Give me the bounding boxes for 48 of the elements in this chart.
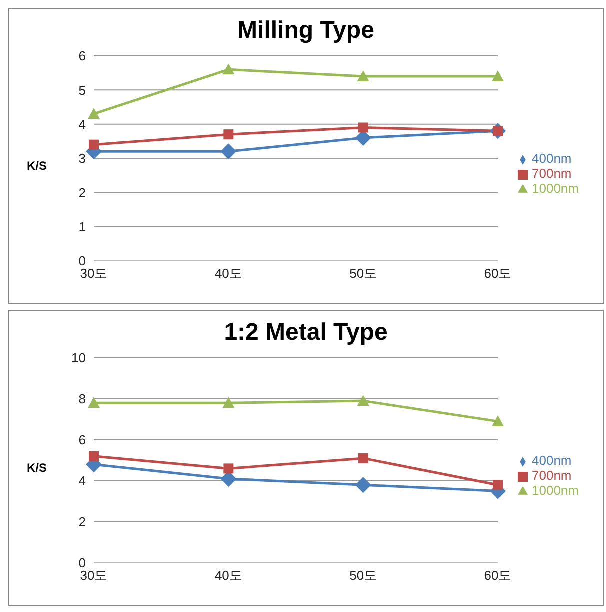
y-tick-label: 6 bbox=[78, 432, 86, 448]
legend-label: 400nm bbox=[532, 453, 572, 468]
y-tick-label: 5 bbox=[78, 82, 86, 98]
point bbox=[355, 477, 372, 494]
point bbox=[222, 397, 235, 408]
point bbox=[492, 70, 504, 82]
legend-label: 1000nm bbox=[532, 181, 579, 196]
point bbox=[358, 122, 368, 133]
point bbox=[224, 464, 234, 474]
legend-label: 1000nm bbox=[532, 483, 579, 498]
x-tick-label: 30도 bbox=[80, 568, 108, 584]
y-axis-title: K/S bbox=[27, 461, 48, 475]
y-tick-label: 4 bbox=[78, 116, 86, 132]
point bbox=[222, 64, 235, 75]
point bbox=[358, 453, 368, 464]
x-tick-label: 60도 bbox=[484, 266, 512, 282]
legend-label: 700nm bbox=[532, 166, 572, 181]
x-tick-label: 40도 bbox=[214, 266, 242, 282]
y-tick-label: 2 bbox=[78, 514, 86, 530]
chart-title: 1:2 Metal Type bbox=[224, 319, 388, 346]
legend-label: 700nm bbox=[532, 468, 572, 483]
point bbox=[89, 140, 99, 150]
point bbox=[220, 144, 237, 160]
point bbox=[357, 70, 370, 82]
y-tick-label: 10 bbox=[72, 350, 86, 366]
y-tick-label: 4 bbox=[78, 474, 86, 489]
chart-title: Milling Type bbox=[238, 17, 374, 44]
point bbox=[357, 395, 370, 406]
y-tick-label: 2 bbox=[78, 185, 86, 200]
x-tick-label: 60도 bbox=[484, 568, 512, 584]
y-axis-title: K/S bbox=[27, 159, 48, 173]
x-tick-label: 30도 bbox=[80, 266, 108, 282]
y-tick-label: 0 bbox=[78, 556, 86, 571]
y-tick-label: 6 bbox=[78, 48, 86, 64]
y-tick-label: 1 bbox=[78, 219, 86, 234]
y-tick-label: 0 bbox=[78, 254, 86, 269]
x-tick-label: 50도 bbox=[350, 266, 378, 282]
point bbox=[224, 130, 234, 140]
y-tick-label: 8 bbox=[78, 392, 86, 407]
x-tick-label: 50도 bbox=[350, 568, 378, 584]
x-tick-label: 40도 bbox=[214, 568, 242, 584]
point bbox=[493, 480, 504, 490]
point bbox=[492, 416, 504, 427]
point bbox=[88, 108, 100, 120]
legend-label: 400nm bbox=[532, 151, 572, 166]
point bbox=[88, 397, 100, 408]
point bbox=[89, 451, 99, 462]
y-tick-label: 3 bbox=[78, 151, 86, 166]
